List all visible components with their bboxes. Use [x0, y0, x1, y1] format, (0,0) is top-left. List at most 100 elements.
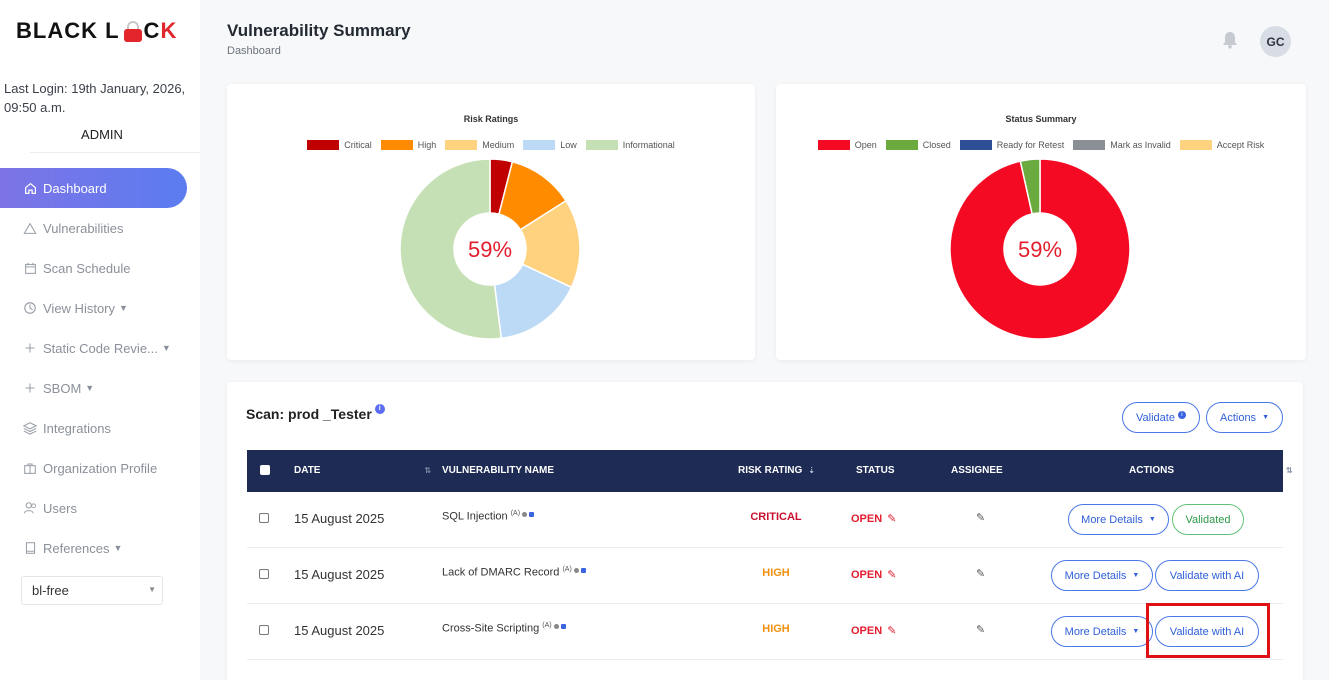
legend-item[interactable]: Medium — [445, 140, 514, 150]
warning-icon — [22, 220, 38, 236]
legend-label: High — [417, 140, 437, 150]
plus-icon — [22, 340, 38, 356]
chart-legend: Critical High Medium Low Informational — [227, 140, 755, 150]
clock-icon — [22, 300, 38, 316]
legend-label: Mark as Invalid — [1110, 140, 1171, 150]
legend-item[interactable]: Mark as Invalid — [1073, 140, 1171, 150]
sidebar-item-sbom[interactable]: SBOM ▼ — [0, 368, 200, 408]
sidebar-item-users[interactable]: Users — [0, 488, 200, 528]
logo-text-part3: K — [160, 18, 178, 43]
sidebar-item-scan-schedule[interactable]: Scan Schedule — [0, 248, 200, 288]
tag-icon — [560, 624, 566, 629]
donut-center-label: 59% — [468, 237, 512, 262]
scan-title-text: Scan: prod _Tester — [246, 406, 372, 422]
avatar[interactable]: GC — [1260, 26, 1291, 57]
sidebar-item-label: Static Code Revie... — [43, 340, 158, 356]
home-icon — [22, 180, 38, 196]
legend-swatch — [380, 140, 413, 150]
validate-with-ai-button[interactable]: Validate with AI — [1155, 560, 1259, 591]
status-badge[interactable]: OPEN ✎ — [851, 513, 897, 525]
legend-swatch — [307, 140, 340, 150]
column-header-vulnerability-name[interactable]: VULNERABILITY NAME — [442, 465, 555, 476]
column-header-actions[interactable]: ACTIONS ⇅ — [1129, 465, 1293, 476]
lock-icon — [123, 21, 142, 42]
chevron-down-icon: ▼ — [161, 343, 171, 353]
sidebar-item-integrations[interactable]: Integrations — [0, 408, 200, 448]
vulnerability-name-link[interactable]: Lack of DMARC Record (A) — [442, 566, 586, 579]
row-date: 15 August 2025 — [294, 623, 385, 638]
column-header-date[interactable]: DATE ⇅ — [294, 465, 432, 476]
more-details-button[interactable]: More Details ▼ — [1068, 504, 1169, 535]
assign-edit-icon[interactable]: ✎ — [976, 624, 986, 636]
legend-item[interactable]: Ready for Retest — [959, 140, 1065, 150]
column-header-assignee: ASSIGNEE — [951, 465, 1003, 476]
legend-item[interactable]: Open — [817, 140, 877, 150]
book-icon — [22, 540, 38, 556]
validated-button[interactable]: Validated — [1172, 504, 1244, 535]
pie-slice-informational[interactable] — [399, 158, 503, 340]
users-icon — [22, 500, 38, 516]
sidebar-item-references[interactable]: References ▼ — [0, 528, 200, 568]
validate-button[interactable]: Validate i — [1122, 402, 1200, 433]
validate-with-ai-button[interactable]: Validate with AI — [1155, 616, 1259, 647]
row-checkbox[interactable] — [259, 569, 269, 579]
sidebar-item-label: SBOM — [43, 380, 82, 396]
risk-ratings-donut: 59% — [399, 158, 581, 340]
chart-title: Status Summary — [1005, 114, 1077, 124]
logo-text-part2: C — [143, 18, 161, 43]
select-all-checkbox[interactable] — [260, 465, 270, 475]
legend-item[interactable]: Low — [523, 140, 577, 150]
info-icon[interactable]: i — [374, 404, 385, 414]
chevron-down-icon: ▼ — [1262, 414, 1269, 421]
row-checkbox[interactable] — [259, 513, 269, 523]
legend-label: Ready for Retest — [996, 140, 1065, 150]
tag-icon — [529, 512, 535, 517]
legend-item[interactable]: Informational — [585, 140, 675, 150]
column-header-risk-rating[interactable]: RISK RATING ⇣ — [738, 465, 815, 476]
sidebar-item-dashboard[interactable]: Dashboard — [0, 168, 187, 208]
sidebar-item-static-code-review[interactable]: Static Code Revie... ▼ — [0, 328, 200, 368]
more-details-button[interactable]: More Details ▼ — [1051, 560, 1153, 591]
sidebar-item-vulnerabilities[interactable]: Vulnerabilities — [0, 208, 200, 248]
legend-swatch — [1179, 140, 1212, 150]
sidebar-nav: Dashboard Vulnerabilities Scan Schedule … — [0, 168, 200, 568]
chevron-down-icon: ▼ — [113, 543, 123, 553]
sidebar-item-view-history[interactable]: View History ▼ — [0, 288, 200, 328]
breadcrumb[interactable]: Dashboard — [227, 45, 281, 57]
briefcase-icon — [22, 460, 38, 476]
sort-icon: ⇅ — [424, 466, 432, 475]
edit-icon[interactable]: ✎ — [887, 625, 897, 637]
assign-edit-icon[interactable]: ✎ — [976, 512, 986, 524]
actions-dropdown-button[interactable]: Actions ▼ — [1206, 402, 1283, 433]
sidebar-item-organization-profile[interactable]: Organization Profile — [0, 448, 200, 488]
status-badge[interactable]: OPEN ✎ — [851, 625, 897, 637]
legend-label: Low — [560, 140, 577, 150]
assign-edit-icon[interactable]: ✎ — [976, 568, 986, 580]
legend-item[interactable]: Closed — [885, 140, 951, 150]
sidebar-divider — [30, 152, 200, 153]
organization-select[interactable]: bl-free ▼ — [21, 576, 163, 605]
pie-slice-open[interactable] — [949, 158, 1131, 340]
row-checkbox[interactable] — [259, 625, 269, 635]
more-details-button[interactable]: More Details ▼ — [1051, 616, 1153, 647]
scan-card: Scan: prod _Tester i Validate i Actions ▼ D… — [227, 382, 1303, 680]
legend-item[interactable]: Critical — [307, 140, 372, 150]
edit-icon[interactable]: ✎ — [887, 569, 897, 581]
validate-label: Validate — [1136, 411, 1175, 424]
column-header-status: STATUS — [856, 465, 895, 476]
status-badge[interactable]: OPEN ✎ — [851, 569, 897, 581]
pie-slice-closed[interactable] — [1019, 158, 1041, 215]
brand-logo[interactable]: BLACK L C K — [16, 14, 177, 48]
legend-item[interactable]: High — [380, 140, 437, 150]
risk-ratings-card: Risk Ratings Critical High Medium Low Inform… — [227, 84, 755, 360]
legend-swatch — [445, 140, 478, 150]
vulnerability-name-link[interactable]: SQL Injection (A) — [442, 510, 535, 523]
risk-rating: HIGH — [762, 567, 790, 579]
bell-icon[interactable] — [1220, 30, 1240, 50]
vulnerability-name-link[interactable]: Cross-Site Scripting (A) — [442, 622, 566, 635]
chevron-down-icon: ▼ — [1132, 572, 1140, 579]
layers-icon — [22, 420, 38, 436]
sidebar-item-label: View History — [43, 300, 116, 316]
edit-icon[interactable]: ✎ — [887, 513, 897, 525]
legend-item[interactable]: Accept Risk — [1179, 140, 1264, 150]
